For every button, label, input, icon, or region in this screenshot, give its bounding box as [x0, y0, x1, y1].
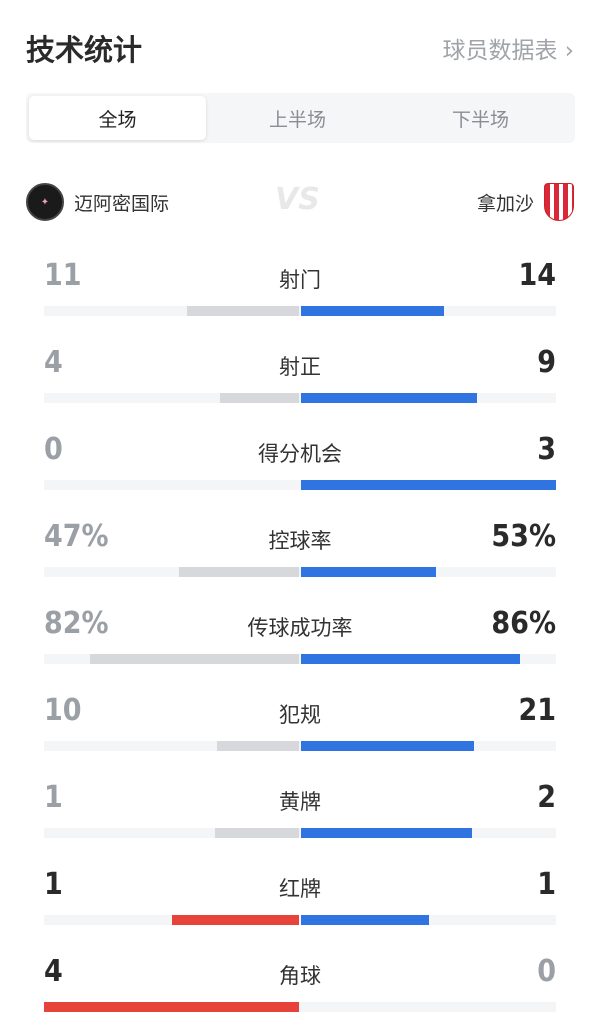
stat-label: 射门 — [279, 268, 321, 292]
away-value: 21 — [518, 693, 556, 728]
home-bar — [89, 654, 299, 664]
stat-row: 4 射正 9 — [44, 345, 556, 405]
stat-row: 47% 控球率 53% — [44, 519, 556, 579]
home-bar — [186, 306, 299, 316]
stat-label: 黄牌 — [279, 790, 321, 814]
stat-track — [44, 393, 556, 403]
home-value: 1 — [44, 867, 63, 902]
home-value: 47% — [44, 519, 109, 554]
away-value: 0 — [537, 954, 556, 989]
home-value: 1 — [44, 780, 63, 815]
home-bar — [179, 567, 299, 577]
away-team-logo — [544, 183, 574, 221]
away-value: 86% — [491, 606, 556, 641]
stat-track — [44, 567, 556, 577]
stat-track — [44, 654, 556, 664]
home-bar — [214, 828, 299, 838]
stat-label: 控球率 — [268, 529, 332, 553]
home-bar — [171, 915, 299, 925]
stat-track — [44, 480, 556, 490]
home-value: 10 — [44, 693, 82, 728]
stat-label: 犯规 — [279, 703, 321, 727]
stat-track — [44, 828, 556, 838]
stat-row: 10 犯规 21 — [44, 693, 556, 753]
tab-second-half[interactable]: 下半场 — [451, 108, 509, 131]
away-bar — [301, 567, 437, 577]
away-bar — [301, 393, 477, 403]
stat-track — [44, 306, 556, 316]
away-bar — [301, 828, 472, 838]
away-bar — [301, 654, 521, 664]
stat-track — [44, 1002, 556, 1012]
home-value: 4 — [44, 345, 63, 380]
home-bar — [217, 741, 299, 751]
away-value: 1 — [537, 867, 556, 902]
home-team-logo: ✦ — [26, 183, 64, 221]
stat-track — [44, 741, 556, 751]
page-title: 技术统计 — [26, 33, 143, 67]
home-value: 82% — [44, 606, 109, 641]
stat-label: 角球 — [279, 964, 321, 988]
stat-row: 4 角球 0 — [44, 954, 556, 1014]
home-bar — [219, 393, 299, 403]
away-team-name: 拿加沙 — [476, 192, 534, 215]
stat-label: 传球成功率 — [247, 616, 353, 640]
stat-row: 0 得分机会 3 — [44, 432, 556, 492]
header: 技术统计 球员数据表 › — [26, 28, 574, 68]
home-team: ✦ 迈阿密国际 — [26, 183, 169, 221]
stat-label: 射正 — [279, 355, 321, 379]
teams-row: ✦ 迈阿密国际 拿加沙 — [26, 182, 574, 222]
away-value: 14 — [518, 258, 556, 293]
home-value: 11 — [44, 258, 82, 293]
stat-label: 得分机会 — [258, 442, 342, 466]
stat-row: 82% 传球成功率 86% — [44, 606, 556, 666]
stat-track — [44, 915, 556, 925]
away-value: 3 — [537, 432, 556, 467]
away-bar — [301, 741, 475, 751]
vs-mark: VS — [275, 182, 320, 217]
home-value: 0 — [44, 432, 63, 467]
stat-row: 11 射门 14 — [44, 258, 556, 318]
stat-row: 1 黄牌 2 — [44, 780, 556, 840]
away-value: 2 — [537, 780, 556, 815]
away-team: 拿加沙 — [477, 183, 574, 221]
away-bar — [301, 915, 429, 925]
away-bar — [301, 306, 444, 316]
stat-label: 红牌 — [279, 877, 321, 901]
period-tabs: 全场 上半场 下半场 — [26, 93, 575, 143]
away-value: 9 — [537, 345, 556, 380]
tab-full-match[interactable]: 全场 — [29, 96, 206, 140]
tab-first-half[interactable]: 上半场 — [268, 108, 326, 131]
home-bar — [44, 1002, 299, 1012]
home-team-name: 迈阿密国际 — [74, 192, 170, 215]
player-stats-link[interactable]: 球员数据表 › — [442, 38, 574, 64]
home-value: 4 — [44, 954, 63, 989]
stat-row: 1 红牌 1 — [44, 867, 556, 927]
away-bar — [301, 480, 556, 490]
away-value: 53% — [491, 519, 556, 554]
